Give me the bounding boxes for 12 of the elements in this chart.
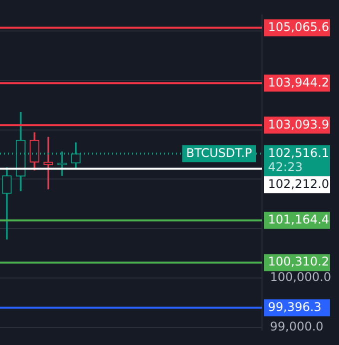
ref-line-label: 102,212.0: [268, 176, 330, 191]
ref-line-label: 99,396.3: [268, 300, 322, 314]
ref-line-label: 101,164.4: [268, 212, 330, 227]
ref-line-label: 103,093.9: [268, 117, 330, 132]
ref-line-label: 102,516.1: [268, 146, 330, 160]
y-tick-label: 99,000.0: [270, 319, 324, 334]
ref-line-label: 105,065.6: [268, 20, 330, 34]
ref-line-label: 100,310.2: [268, 254, 330, 269]
ref-line-label: 103,944.2: [268, 75, 330, 90]
annotation: BTCUSDT.P: [186, 146, 252, 160]
y-tick-label: 100,000.0: [270, 270, 332, 284]
text: 42:23: [268, 160, 303, 174]
